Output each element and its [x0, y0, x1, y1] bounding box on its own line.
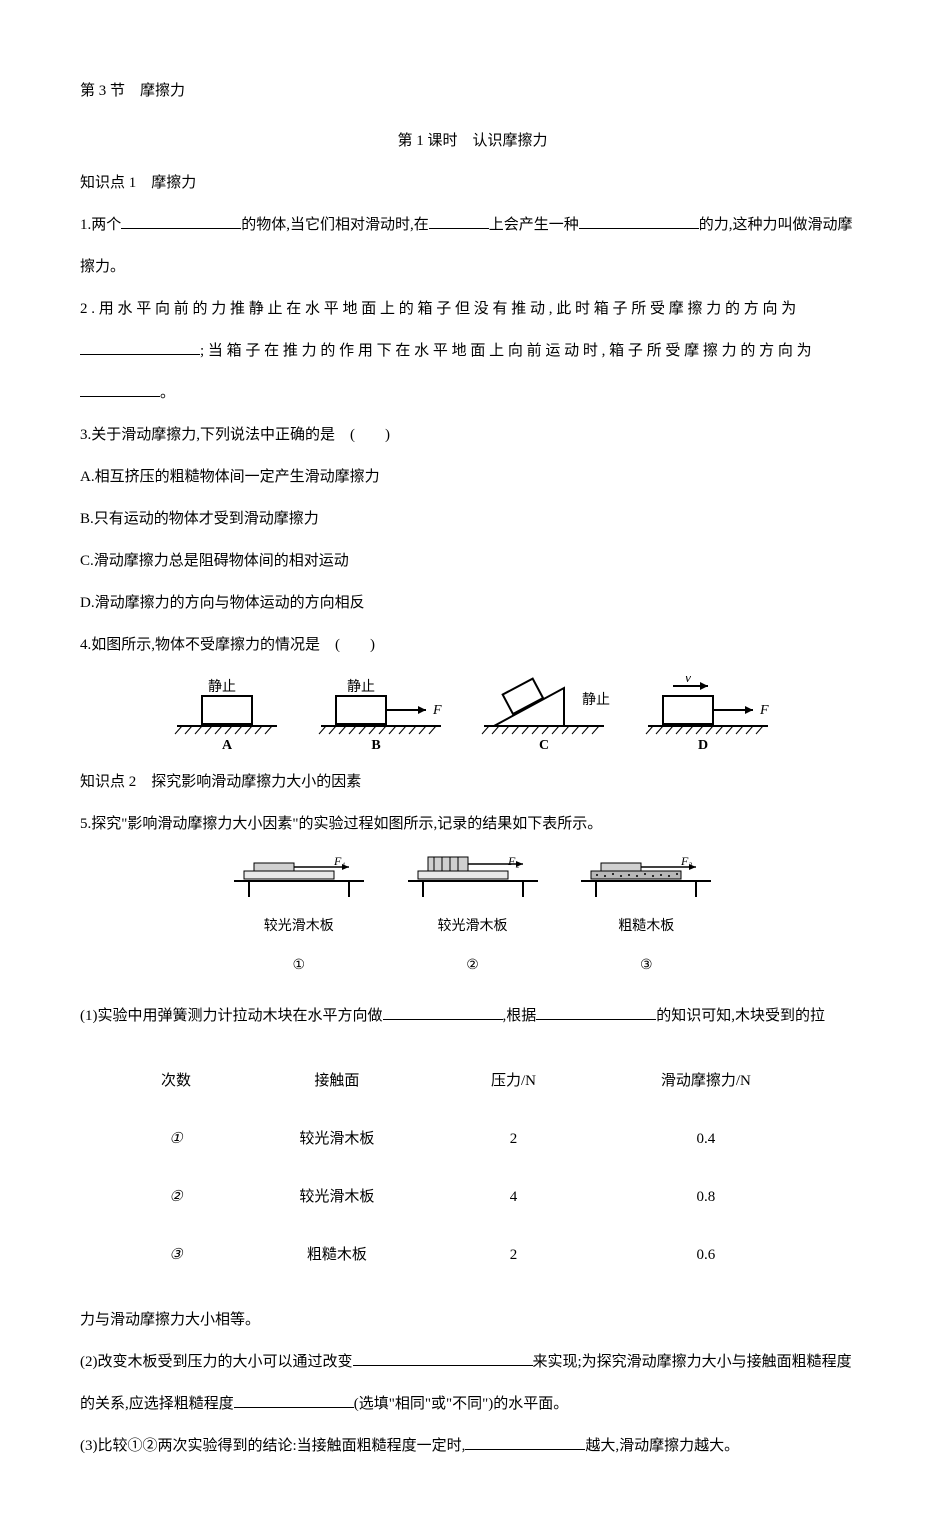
q2-mid: ; 当 箱 子 在 推 力 的 作 用 下 在 水 平 地 面 上 向 前 运 … [200, 343, 812, 359]
q4-stem: 4.如图所示,物体不受摩擦力的情况是 ( ) [80, 624, 865, 666]
q4-diagram-d: v F D [638, 676, 778, 751]
setup3-surface: 粗糙木板 [618, 919, 674, 934]
q5-p2-a: (2)改变木板受到压力的大小可以通过改变 [80, 1354, 353, 1370]
q1: 1.两个的物体,当它们相对滑动时,在上会产生一种的力,这种力叫做滑动摩擦力。 [80, 204, 865, 288]
q2-line3: 。 [80, 372, 865, 414]
q5-p2: (2)改变木板受到压力的大小可以通过改变来实现;为探究滑动摩擦力大小与接触面粗糙… [80, 1341, 865, 1425]
table-row: ① 较光滑木板 2 0.4 [119, 1110, 826, 1168]
th-friction: 滑动摩擦力/N [586, 1052, 826, 1110]
q5-p3-a: (3)比较①②两次实验得到的结论:当接触面粗糙程度一定时, [80, 1438, 465, 1454]
cell: 较光滑木板 [233, 1110, 441, 1168]
diagram-b-svg: 静止 F B [311, 676, 451, 751]
svg-text:静止: 静止 [347, 679, 375, 695]
cell: ③ [119, 1226, 233, 1284]
q5-intro: 5.探究"影响滑动摩擦力大小因素"的实验过程如图所示,记录的结果如下表所示。 [80, 803, 865, 845]
q5-p2-blank1 [353, 1347, 533, 1366]
section-title: 第 3 节 摩擦力 [80, 70, 865, 112]
table-header-row: 次数 接触面 压力/N 滑动摩擦力/N [119, 1052, 826, 1110]
q5-p1-tail: 力与滑动摩擦力大小相等。 [80, 1299, 865, 1341]
q1-mid1: 的物体,当它们相对滑动时,在 [241, 217, 429, 233]
q2-line2: ; 当 箱 子 在 推 力 的 作 用 下 在 水 平 地 面 上 向 前 运 … [80, 330, 865, 372]
q5-p2-c: (选填"相同"或"不同")的水平面。 [354, 1396, 568, 1412]
setup-2: F₂ 较光滑木板 ② [398, 855, 548, 985]
q5-p1: (1)实验中用弹簧测力计拉动木块在水平方向做 ,根据 的知识可知,木块受到的拉 [80, 995, 865, 1037]
q2-end: 。 [160, 385, 175, 401]
setup2-surface: 较光滑木板 [438, 919, 508, 934]
setup1-surface: 较光滑木板 [264, 919, 334, 934]
th-pressure: 压力/N [441, 1052, 586, 1110]
q5-p1-a: (1)实验中用弹簧测力计拉动木块在水平方向做 [80, 1008, 383, 1024]
cell: 2 [441, 1226, 586, 1284]
th-trial: 次数 [119, 1052, 233, 1110]
setup2-label: 较光滑木板 ② [398, 907, 548, 985]
setup-3: F₃ 粗糙木板 ③ [571, 855, 721, 985]
q5-p3-b: 越大,滑动摩擦力越大。 [585, 1438, 739, 1454]
cell: 0.4 [586, 1110, 826, 1168]
setup2-num: ② [466, 958, 479, 973]
svg-text:D: D [698, 738, 708, 751]
q3-b: B.只有运动的物体才受到滑动摩擦力 [80, 498, 865, 540]
q5-p1-b: ,根据 [503, 1008, 537, 1024]
q5-setups: F₁ 较光滑木板 ① F₂ 较光滑木板 [80, 855, 865, 985]
svg-text:v: v [685, 676, 692, 686]
lesson-title: 第 1 课时 认识摩擦力 [80, 120, 865, 162]
q5-p3: (3)比较①②两次实验得到的结论:当接触面粗糙程度一定时, 越大,滑动摩擦力越大。 [80, 1425, 865, 1467]
table-row: ③ 粗糙木板 2 0.6 [119, 1226, 826, 1284]
cell: 2 [441, 1110, 586, 1168]
q3-a: A.相互挤压的粗糙物体间一定产生滑动摩擦力 [80, 456, 865, 498]
q3-stem: 3.关于滑动摩擦力,下列说法中正确的是 ( ) [80, 414, 865, 456]
q4-diagram-a: 静止 A [167, 676, 287, 751]
kp2-title: 知识点 2 探究影响滑动摩擦力大小的因素 [80, 761, 865, 803]
kp1-title: 知识点 1 摩擦力 [80, 162, 865, 204]
q1-blank3 [579, 210, 699, 229]
th-surface: 接触面 [233, 1052, 441, 1110]
q3-c: C.滑动摩擦力总是阻碍物体间的相对运动 [80, 540, 865, 582]
q3-d: D.滑动摩擦力的方向与物体运动的方向相反 [80, 582, 865, 624]
q4-diagrams: 静止 A 静止 F [80, 676, 865, 751]
svg-text:B: B [371, 738, 380, 751]
q5-p3-blank1 [465, 1431, 585, 1450]
cell: 粗糙木板 [233, 1226, 441, 1284]
label-still-a: 静止 [208, 679, 236, 695]
q1-blank2 [429, 210, 489, 229]
q5-p2-blank2 [234, 1389, 354, 1408]
svg-text:静止: 静止 [582, 692, 610, 708]
q5-p1-blank2 [536, 1001, 656, 1020]
q1-prefix: 1.两个 [80, 217, 121, 233]
setup-1: F₁ 较光滑木板 ① [224, 855, 374, 985]
q5-p1-c: 的知识可知,木块受到的拉 [656, 1008, 825, 1024]
q4-diagram-c: 静止 C [474, 676, 614, 751]
table-row: ② 较光滑木板 4 0.8 [119, 1168, 826, 1226]
q5-p1-blank1 [383, 1001, 503, 1020]
q4-diagram-b: 静止 F B [311, 676, 451, 751]
cell: ① [119, 1110, 233, 1168]
q2-blank2 [80, 378, 160, 397]
cell: 0.6 [586, 1226, 826, 1284]
cell: 较光滑木板 [233, 1168, 441, 1226]
diagram-d-svg: v F D [638, 676, 778, 751]
experiment-table: 次数 接触面 压力/N 滑动摩擦力/N ① 较光滑木板 2 0.4 ② 较光滑木… [119, 1052, 826, 1284]
q2-blank1 [80, 336, 200, 355]
svg-text:F: F [759, 703, 769, 718]
cell: ② [119, 1168, 233, 1226]
setup1-label: 较光滑木板 ① [224, 907, 374, 985]
q1-blank1 [121, 210, 241, 229]
setup1-num: ① [292, 958, 305, 973]
q2-line1: 2 . 用 水 平 向 前 的 力 推 静 止 在 水 平 地 面 上 的 箱 … [80, 288, 865, 330]
diagram-c-svg: 静止 C [474, 676, 614, 751]
diagram-a-svg: 静止 A [167, 676, 287, 751]
setup3-label: 粗糙木板 ③ [571, 907, 721, 985]
svg-text:C: C [539, 738, 549, 751]
cell: 0.8 [586, 1168, 826, 1226]
svg-text:A: A [222, 738, 233, 751]
cell: 4 [441, 1168, 586, 1226]
setup3-num: ③ [640, 958, 653, 973]
q1-mid2: 上会产生一种 [489, 217, 579, 233]
svg-text:F: F [432, 703, 442, 718]
